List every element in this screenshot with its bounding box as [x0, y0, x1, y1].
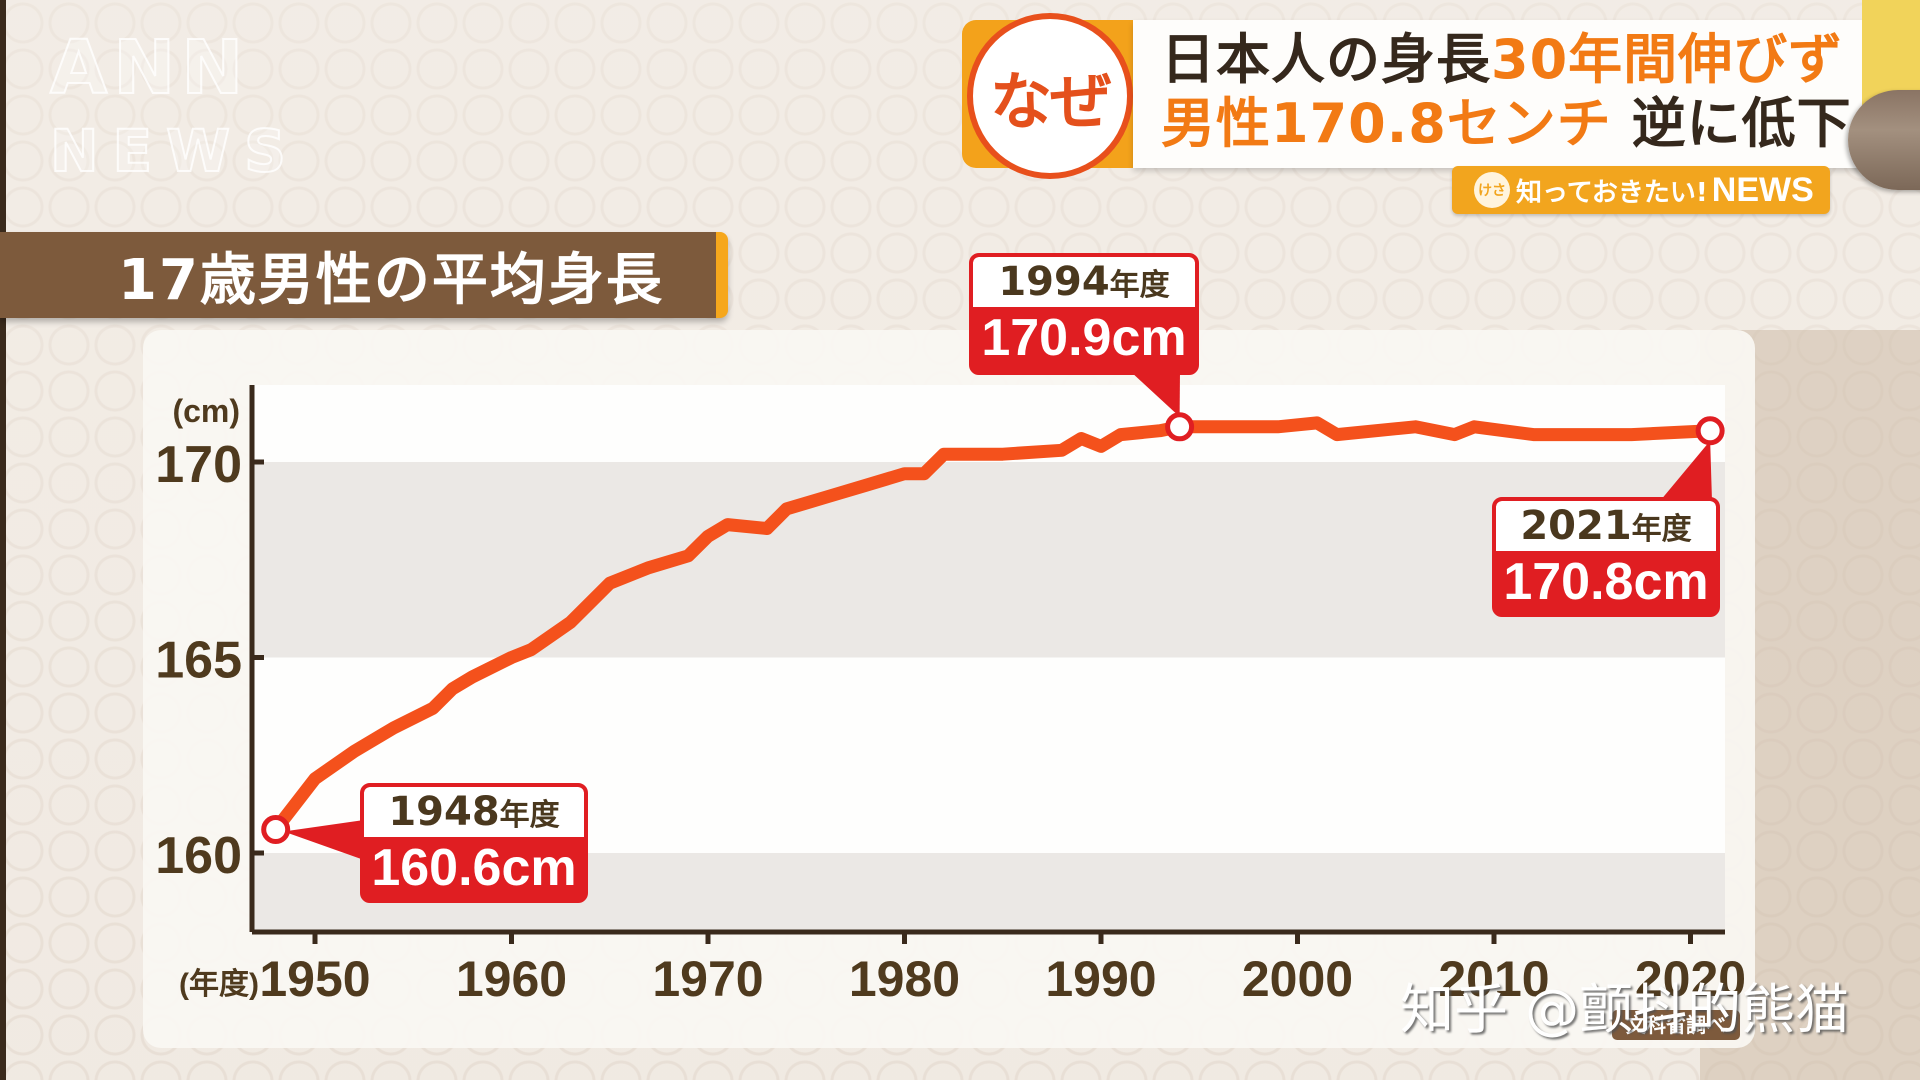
kesa-icon: けさ	[1474, 172, 1510, 208]
callout-value: 160.6cm	[371, 839, 577, 897]
headline-panel: 日本人の身長30年間伸びず 男性170.8センチ 逆に低下	[1133, 20, 1893, 168]
svg-text:1950: 1950	[259, 951, 370, 1007]
callout-year: 1948年度	[364, 787, 584, 837]
svg-text:1990: 1990	[1045, 951, 1156, 1007]
program-badge-news: NEWS	[1711, 170, 1814, 209]
svg-text:(cm): (cm)	[172, 393, 240, 429]
headline-line-1-dark: 日本人の身長	[1161, 28, 1491, 91]
svg-text:1960: 1960	[456, 951, 567, 1007]
broadcaster-logo-watermark: ANN NEWS	[49, 20, 300, 186]
callout-year: 2021年度	[1496, 501, 1716, 551]
headline-line-2-orange: 男性170.8センチ	[1161, 92, 1612, 155]
callout-value: 170.9cm	[981, 309, 1187, 367]
line-chart: 160 165 170 (cm) 1950 1960 1970 1980 1990 2000 201…	[155, 371, 1746, 1007]
chart-title: 17歳男性の平均身長	[118, 247, 664, 313]
svg-text:2020: 2020	[1635, 951, 1746, 1007]
program-badge-text: 知っておきたい!	[1516, 177, 1708, 208]
callout-1994: 1994年度 170.9cm	[969, 253, 1199, 375]
chart-title-bar: 17歳男性の平均身長	[0, 232, 728, 318]
chart-card: 160 165 170 (cm) 1950 1960 1970 1980 1990 2000 201…	[143, 330, 1755, 1048]
zhihu-watermark: 知乎 @颤抖的熊猫	[1400, 978, 1850, 1041]
svg-text:1980: 1980	[849, 951, 960, 1007]
logo-line-1: ANN	[49, 24, 250, 112]
svg-text:170: 170	[155, 436, 242, 494]
callout-2021: 2021年度 170.8cm	[1492, 497, 1720, 617]
svg-text:160: 160	[155, 827, 242, 885]
callout-1948: 1948年度 160.6cm	[360, 783, 588, 903]
svg-text:165: 165	[155, 632, 242, 690]
callout-year: 1994年度	[973, 257, 1195, 307]
svg-text:2010: 2010	[1438, 951, 1549, 1007]
source-label: 文科省調べ	[1612, 1010, 1740, 1040]
logo-line-2: NEWS	[49, 116, 300, 186]
headline-line-1-orange: 30年間伸びず	[1491, 28, 1844, 91]
decorative-wood-tab	[1848, 90, 1920, 190]
program-badge: けさ 知っておきたい! NEWS	[1452, 166, 1830, 214]
headline-line-2-dark: 逆に低下	[1631, 92, 1852, 155]
svg-text:(年度): (年度)	[179, 968, 259, 1001]
svg-text:2000: 2000	[1242, 951, 1353, 1007]
callout-value: 170.8cm	[1503, 553, 1709, 611]
frame-edge	[0, 0, 6, 1080]
svg-text:1970: 1970	[652, 951, 763, 1007]
headline-line-2: 男性170.8センチ 逆に低下	[1161, 92, 1893, 156]
naze-badge-text: なぜ	[989, 65, 1112, 138]
headline-line-1: 日本人の身長30年間伸びず	[1161, 28, 1893, 92]
naze-badge: なぜ	[967, 13, 1133, 179]
